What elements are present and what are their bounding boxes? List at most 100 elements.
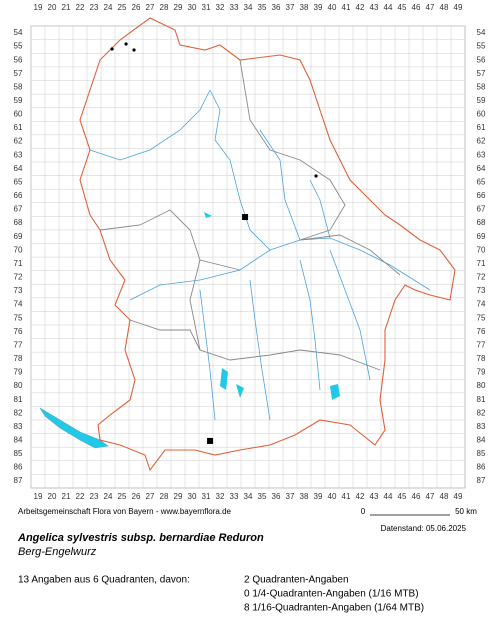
column-label: 48 xyxy=(440,492,449,501)
row-label: 58 xyxy=(14,82,23,91)
column-label: 42 xyxy=(356,492,365,501)
markers xyxy=(110,42,318,444)
column-label: 24 xyxy=(104,492,113,501)
rivers xyxy=(89,89,431,421)
row-label: 54 xyxy=(477,28,486,37)
column-label: 43 xyxy=(370,3,379,12)
row-label: 73 xyxy=(14,286,23,295)
row-label: 64 xyxy=(14,164,23,173)
row-label: 60 xyxy=(477,110,486,119)
lake xyxy=(39,407,109,449)
row-label: 56 xyxy=(14,55,23,64)
row-label: 59 xyxy=(14,96,23,105)
column-label: 38 xyxy=(300,492,309,501)
row-label: 68 xyxy=(14,218,23,227)
row-label: 77 xyxy=(477,340,486,349)
column-label: 37 xyxy=(286,3,295,12)
row-label: 82 xyxy=(14,408,23,417)
column-label: 22 xyxy=(76,3,85,12)
row-label: 57 xyxy=(477,69,486,78)
row-label: 66 xyxy=(477,191,486,200)
row-label: 63 xyxy=(14,150,23,159)
row-label: 75 xyxy=(14,313,23,322)
column-label: 28 xyxy=(160,492,169,501)
summary: 13 Angaben aus 6 Quadranten, davon: xyxy=(18,575,190,586)
column-label: 21 xyxy=(62,492,71,501)
column-label: 46 xyxy=(412,3,421,12)
row-label: 80 xyxy=(14,381,23,390)
row-label: 83 xyxy=(477,422,486,431)
date: Datenstand: 05.06.2025 xyxy=(381,524,467,533)
marker-square xyxy=(242,214,249,221)
row-label: 78 xyxy=(477,354,486,363)
row-label: 81 xyxy=(14,395,23,404)
row-label: 61 xyxy=(14,123,23,132)
column-label: 39 xyxy=(314,492,323,501)
row-label: 85 xyxy=(477,449,486,458)
state-border xyxy=(79,17,456,472)
row-label: 65 xyxy=(14,177,23,186)
column-label: 30 xyxy=(188,492,197,501)
column-label: 33 xyxy=(230,492,239,501)
row-label: 59 xyxy=(477,96,486,105)
column-label: 49 xyxy=(454,492,463,501)
row-label: 69 xyxy=(14,232,23,241)
column-label: 32 xyxy=(216,492,225,501)
row-label: 60 xyxy=(14,110,23,119)
row-label: 62 xyxy=(477,137,486,146)
column-label: 23 xyxy=(90,492,99,501)
column-label: 26 xyxy=(132,492,141,501)
row-label: 57 xyxy=(14,69,23,78)
row-label: 77 xyxy=(14,340,23,349)
row-label: 85 xyxy=(14,449,23,458)
row-label: 84 xyxy=(477,436,486,445)
column-label: 41 xyxy=(342,3,351,12)
scale-end: 50 km xyxy=(455,507,477,516)
row-label: 71 xyxy=(14,259,23,268)
column-label: 26 xyxy=(132,3,141,12)
row-label: 87 xyxy=(14,476,23,485)
count: 2 Quadranten-Angaben xyxy=(244,575,349,586)
column-label: 31 xyxy=(202,3,211,12)
row-label: 69 xyxy=(477,232,486,241)
row-label: 55 xyxy=(14,42,23,51)
column-label: 35 xyxy=(258,492,267,501)
column-label: 27 xyxy=(146,3,155,12)
marker-dot xyxy=(314,174,318,178)
column-label: 34 xyxy=(244,3,253,12)
column-label: 19 xyxy=(34,492,43,501)
count: 8 1/16-Quadranten-Angaben (1/64 MTB) xyxy=(244,603,424,614)
row-label: 67 xyxy=(14,205,23,214)
column-label: 20 xyxy=(48,492,57,501)
row-label: 87 xyxy=(477,476,486,485)
row-label: 65 xyxy=(477,177,486,186)
column-label: 37 xyxy=(286,492,295,501)
column-label: 49 xyxy=(454,3,463,12)
column-label: 30 xyxy=(188,3,197,12)
column-label: 44 xyxy=(384,492,393,501)
district-borders xyxy=(99,59,401,371)
column-label: 27 xyxy=(146,492,155,501)
column-label: 36 xyxy=(272,3,281,12)
column-label: 24 xyxy=(104,3,113,12)
column-label: 40 xyxy=(328,3,337,12)
row-label: 67 xyxy=(477,205,486,214)
column-label: 45 xyxy=(398,3,407,12)
row-label: 78 xyxy=(14,354,23,363)
column-label: 25 xyxy=(118,3,127,12)
column-label: 33 xyxy=(230,3,239,12)
column-label: 31 xyxy=(202,492,211,501)
row-label: 56 xyxy=(477,55,486,64)
column-label: 48 xyxy=(440,3,449,12)
row-label: 86 xyxy=(477,463,486,472)
row-label: 81 xyxy=(477,395,486,404)
row-label: 73 xyxy=(477,286,486,295)
column-label: 36 xyxy=(272,492,281,501)
column-label: 46 xyxy=(412,492,421,501)
column-label: 43 xyxy=(370,492,379,501)
row-label: 61 xyxy=(477,123,486,132)
row-label: 76 xyxy=(14,327,23,336)
row-label: 82 xyxy=(477,408,486,417)
row-label: 58 xyxy=(477,82,486,91)
